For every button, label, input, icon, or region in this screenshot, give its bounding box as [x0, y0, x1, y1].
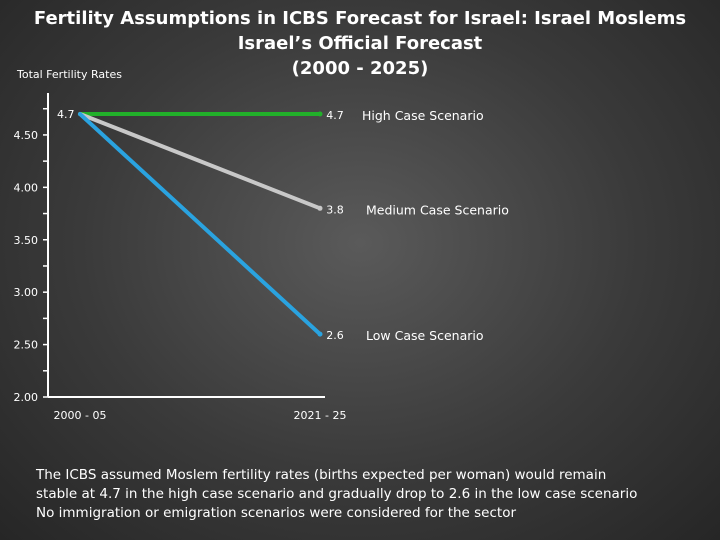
y-tick-label: 3.50 [14, 234, 39, 247]
chart-labels: 2.00 2.50 3.00 3.50 4.00 4.50 2000 - 05 2021 - … [14, 108, 509, 422]
y-tick-label: 3.00 [14, 286, 39, 299]
series-point [317, 111, 323, 117]
data-label: 4.7 [57, 108, 75, 121]
data-label: 3.8 [326, 203, 344, 216]
series-name-label: Medium Case Scenario [366, 202, 509, 217]
series-line [78, 111, 322, 211]
y-tick-label: 4.50 [14, 129, 39, 142]
series-point [317, 331, 323, 337]
series-point [317, 205, 323, 211]
series-name-label: Low Case Scenario [366, 328, 484, 343]
title-line-3: (2000 - 2025) [291, 58, 429, 79]
footnote-line-2: stable at 4.7 in the high case scenario … [36, 486, 638, 502]
y-tick-label: 2.00 [14, 391, 39, 404]
x-tick-label: 2000 - 05 [54, 409, 107, 422]
y-tick-label: 2.50 [14, 339, 39, 352]
y-axis-label: Total Fertility Rates [17, 68, 122, 81]
series-lines [78, 111, 323, 337]
y-tick-label: 4.00 [14, 181, 39, 194]
data-label: 4.7 [326, 109, 344, 122]
chart-axes [43, 93, 325, 398]
series-name-label: High Case Scenario [362, 108, 484, 123]
title-line-1: Fertility Assumptions in ICBS Forecast f… [33, 8, 687, 29]
footnote: The ICBS assumed Moslem fertility rates … [36, 466, 706, 523]
data-label: 2.6 [326, 329, 344, 342]
title-line-2: Israel’s Official Forecast [237, 33, 483, 54]
footnote-line-1: The ICBS assumed Moslem fertility rates … [36, 467, 607, 483]
series-line [78, 111, 322, 337]
footnote-line-3: No immigration or emigration scenarios w… [36, 505, 517, 521]
chart-title: Fertility Assumptions in ICBS Forecast f… [0, 6, 720, 81]
x-tick-label: 2021 - 25 [294, 409, 347, 422]
